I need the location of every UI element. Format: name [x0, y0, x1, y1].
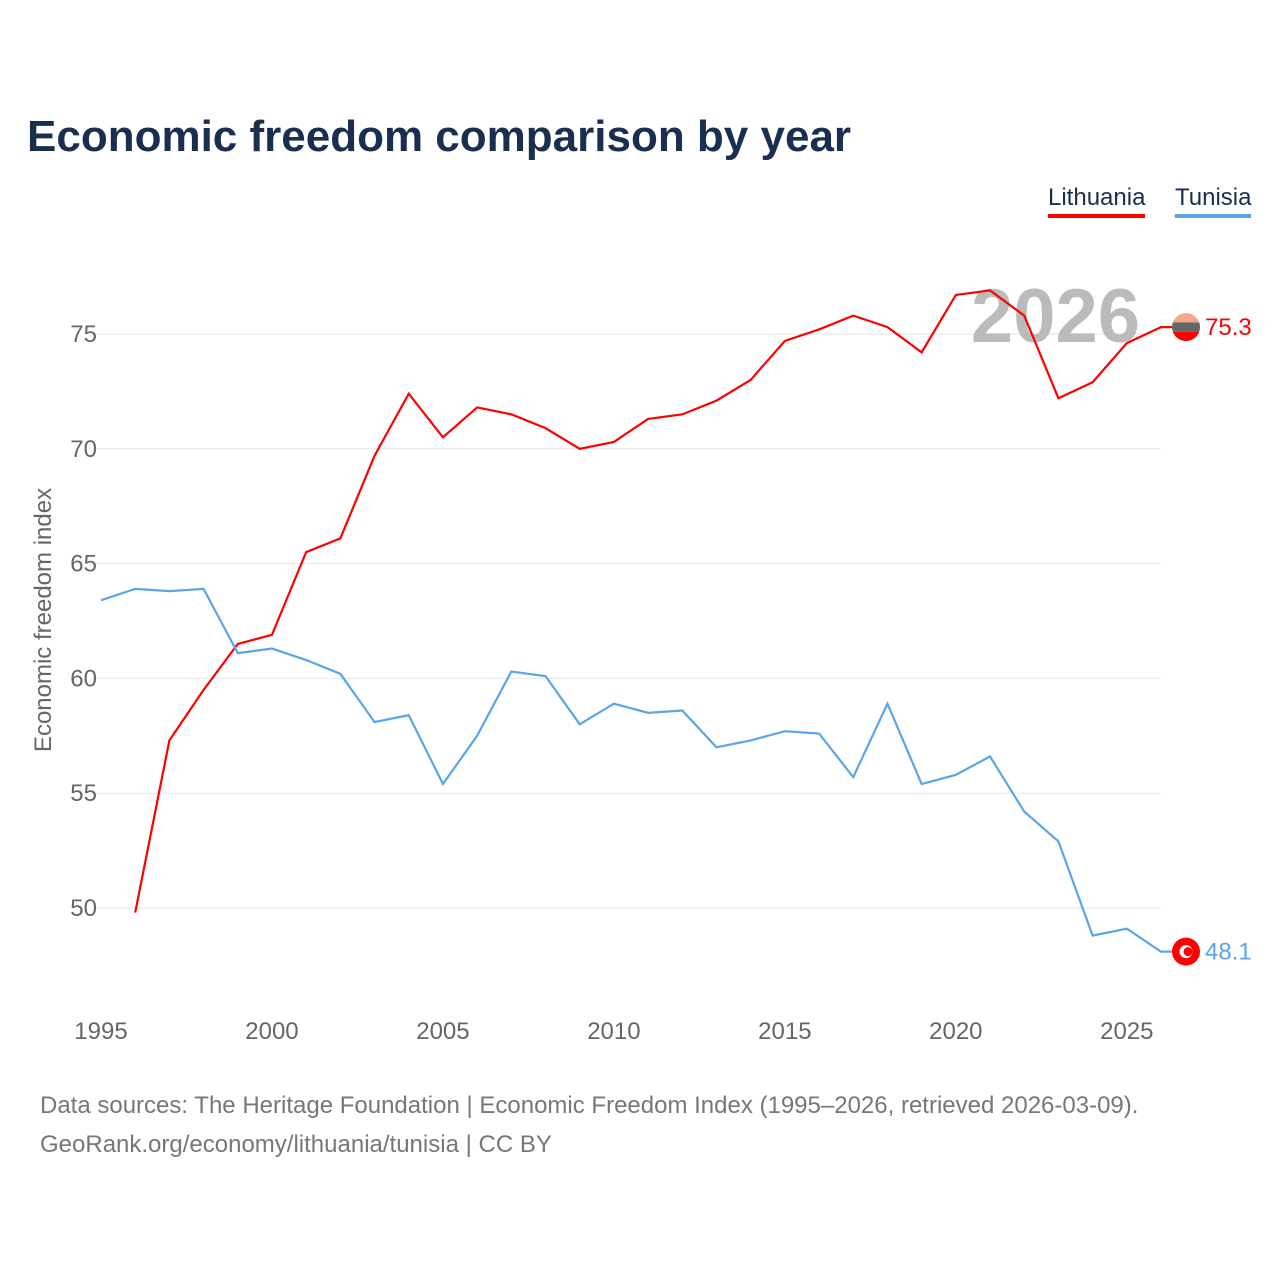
y-tick-label: 75	[70, 321, 97, 348]
x-tick-label: 2015	[758, 1018, 811, 1045]
x-tick-label: 1995	[74, 1018, 127, 1045]
y-tick-label: 55	[70, 780, 97, 807]
series-line-lithuania	[134, 289, 1172, 913]
end-value-label: 48.1	[1205, 939, 1252, 966]
source-text: Data sources: The Heritage Foundation | …	[40, 1092, 1139, 1119]
y-tick-label: 60	[70, 665, 97, 692]
x-tick-label: 2025	[1100, 1018, 1153, 1045]
attribution-text: GeoRank.org/economy/lithuania/tunisia | …	[40, 1131, 552, 1158]
x-tick-label: 2010	[587, 1018, 640, 1045]
x-tick-label: 2005	[416, 1018, 469, 1045]
legend-item-tunisia[interactable]: Tunisia	[1175, 184, 1252, 218]
footer: Data sources: The Heritage Foundation | …	[40, 1086, 1138, 1164]
year-watermark: 2026	[971, 274, 1140, 359]
end-value-label: 75.3	[1205, 314, 1252, 341]
flag-marker-lithuania	[1172, 313, 1200, 342]
x-tick-label: 2000	[245, 1018, 298, 1045]
legend-item-lithuania[interactable]: Lithuania	[1048, 184, 1146, 218]
y-tick-label: 65	[70, 551, 97, 578]
chart-title: Economic freedom comparison by year	[27, 112, 852, 161]
y-tick-label: 70	[70, 436, 97, 463]
flag-marker-tunisia	[1172, 937, 1200, 966]
y-tick-label: 50	[70, 895, 97, 922]
y-axis-label: Economic freedom index	[30, 488, 57, 752]
series-line-tunisia	[100, 587, 1172, 953]
x-tick-label: 2020	[929, 1018, 982, 1045]
